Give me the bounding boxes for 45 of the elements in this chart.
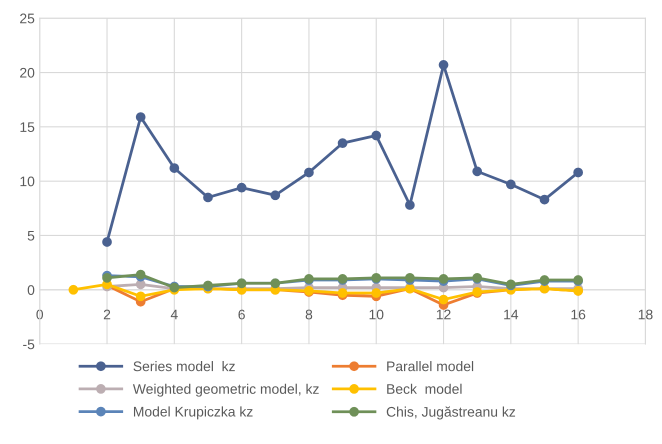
point [405, 200, 415, 210]
x-tick-label: 2 [104, 310, 110, 320]
point [203, 192, 213, 202]
legend-label: Chis, Jugăstreanu kz [386, 406, 516, 420]
y-tick-label: 20 [20, 68, 34, 78]
y-tick-label: 25 [20, 14, 34, 24]
point [338, 138, 348, 148]
point [371, 130, 382, 140]
point [270, 190, 280, 200]
x-tick-label: 0 [36, 310, 44, 320]
y-tick-label: -5 [23, 340, 34, 350]
legend-label: Model Krupiczka kz [134, 406, 253, 420]
y-tick-label: 10 [20, 176, 34, 186]
x-tick-label: 10 [370, 310, 384, 320]
point [136, 270, 146, 280]
x-tick-label: 16 [571, 310, 586, 320]
point [506, 180, 516, 190]
legend-label: Series model kz [133, 361, 235, 372]
point [540, 194, 550, 204]
point [338, 288, 348, 298]
x-tick-label: 6 [238, 310, 245, 320]
point [304, 168, 314, 178]
x-tick-label: 8 [306, 310, 312, 320]
x-tick-label: 18 [638, 310, 653, 320]
point [438, 294, 448, 304]
y-tick-label: 5 [28, 230, 34, 241]
x-tick-label: 12 [436, 310, 451, 320]
point [102, 237, 112, 247]
point [169, 163, 180, 173]
y-tick-label: 15 [20, 122, 34, 132]
point [136, 291, 146, 302]
y-tick-label: 0 [28, 285, 34, 295]
legend-label: Parallel model [387, 361, 474, 372]
point [136, 112, 146, 122]
point [472, 166, 482, 176]
legend-label: Weighted geometric model, kz [132, 384, 319, 397]
point [438, 60, 448, 70]
point [573, 168, 584, 178]
point [236, 182, 246, 193]
point [371, 288, 382, 298]
legend-label: Beck model [387, 384, 462, 394]
x-tick-label: 4 [170, 310, 178, 320]
point [405, 272, 415, 283]
x-tick-label: 14 [504, 310, 518, 320]
point [68, 284, 78, 295]
